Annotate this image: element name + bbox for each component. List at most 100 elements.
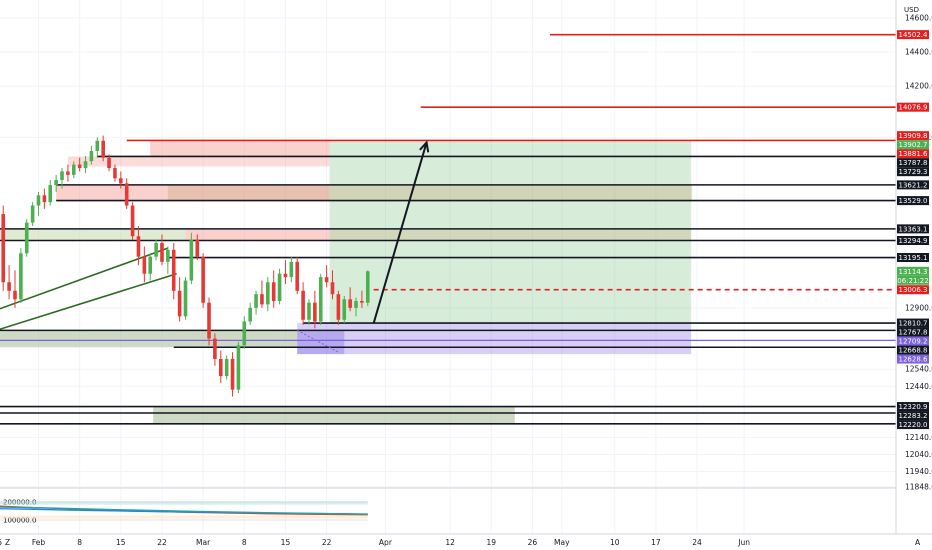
y-tick-label: 14200.0 bbox=[905, 82, 932, 91]
projection-arrow bbox=[372, 140, 430, 324]
candle-body bbox=[213, 338, 217, 359]
candle-body bbox=[113, 168, 117, 179]
indicator-band bbox=[0, 501, 368, 505]
target-zone bbox=[329, 140, 692, 324]
y-tick-label: 12040.0 bbox=[905, 450, 932, 459]
candle-body bbox=[130, 205, 135, 237]
candle-body bbox=[254, 294, 258, 308]
demand-zone bbox=[0, 228, 186, 241]
x-tick-label: 17 bbox=[651, 538, 661, 547]
price-tag bbox=[897, 196, 929, 206]
price-tag-label: 12320.9 bbox=[899, 403, 928, 411]
candle-body bbox=[24, 222, 29, 254]
candle-body bbox=[218, 358, 223, 377]
price-tag bbox=[897, 140, 929, 150]
price-tag-label: 13294.9 bbox=[899, 237, 928, 245]
x-tick-label: 24 bbox=[692, 538, 702, 547]
trendline bbox=[0, 272, 177, 331]
price-tag bbox=[897, 336, 929, 346]
price-tag-label: 14502.4 bbox=[899, 31, 928, 39]
candle-body bbox=[71, 164, 76, 175]
price-tag-label: 13114.3 bbox=[899, 268, 928, 276]
price-tag bbox=[897, 275, 929, 285]
x-tick-label: May bbox=[554, 538, 570, 547]
price-tag-label: 13909.8 bbox=[899, 132, 928, 140]
price-tag-label: 14076.9 bbox=[899, 104, 928, 112]
candle-body bbox=[230, 358, 235, 390]
candle-body bbox=[177, 290, 182, 317]
candle-body bbox=[277, 273, 282, 302]
x-tick-label: 22 bbox=[157, 538, 167, 547]
candle-body bbox=[124, 183, 129, 206]
currency-label: USD bbox=[904, 6, 919, 14]
supply-zone bbox=[185, 228, 330, 241]
overlap-zone bbox=[329, 228, 692, 241]
y-tick-label: 12440.0 bbox=[905, 382, 932, 391]
candle-body bbox=[236, 345, 241, 390]
price-tag bbox=[897, 420, 929, 430]
candle-body bbox=[60, 171, 64, 180]
candle-body bbox=[1, 214, 6, 283]
x-tick-label: 8 bbox=[242, 538, 247, 547]
candle-body bbox=[83, 161, 88, 169]
price-tag-label: 12220.0 bbox=[899, 421, 928, 429]
price-tag-label: 12767.8 bbox=[899, 329, 928, 337]
y-tick-label: 11848.0 bbox=[905, 483, 932, 492]
candle-body bbox=[101, 140, 105, 158]
price-tag bbox=[897, 158, 929, 168]
trendlines bbox=[0, 247, 177, 331]
candle-body bbox=[289, 261, 294, 278]
candle-body bbox=[107, 157, 111, 169]
x-tick-label: 19 bbox=[486, 538, 496, 547]
candle-body bbox=[54, 179, 58, 186]
price-tags: 14502.4 14076.9 13909.813902.713881.613787… bbox=[897, 30, 929, 430]
candle-body bbox=[171, 249, 176, 291]
x-tick-label: 22 bbox=[322, 538, 332, 547]
x-tick-label: Jun bbox=[737, 538, 750, 547]
candle-body bbox=[195, 239, 200, 257]
price-tag bbox=[897, 327, 929, 337]
indicator-tick-label: 100000.0 bbox=[3, 517, 36, 525]
price-tag-label: 13902.7 bbox=[899, 141, 928, 149]
price-tag bbox=[897, 131, 929, 141]
y-tick-label: 12540.0 bbox=[905, 365, 932, 374]
price-tag bbox=[897, 285, 929, 295]
candle-body bbox=[260, 294, 264, 305]
demand-zone bbox=[0, 330, 298, 348]
candle-body bbox=[307, 302, 311, 320]
trendline bbox=[0, 247, 169, 310]
candle-body bbox=[207, 302, 211, 339]
candle-body bbox=[154, 243, 158, 257]
price-tag-label: 12283.2 bbox=[899, 412, 928, 420]
overlap-zone bbox=[167, 184, 693, 201]
candle-body bbox=[189, 239, 194, 281]
indicator-line bbox=[0, 506, 368, 515]
candle-body bbox=[7, 282, 11, 291]
candle-body bbox=[142, 256, 147, 274]
candle-body bbox=[283, 273, 288, 278]
arrow-shaft bbox=[372, 142, 428, 324]
candle-body bbox=[19, 253, 23, 300]
price-tag bbox=[897, 345, 929, 355]
candle-body bbox=[224, 358, 229, 377]
candle-body bbox=[354, 301, 358, 308]
candle-body bbox=[136, 236, 141, 257]
price-tag bbox=[897, 236, 929, 246]
price-tag-label: 13881.6 bbox=[899, 150, 928, 158]
price-tag-label: 13006.3 bbox=[899, 286, 928, 294]
timezone-label[interactable]: Z bbox=[5, 538, 10, 547]
x-axis[interactable]: 1825Feb81522Mar81522Apr121926May101724Ju… bbox=[0, 538, 750, 547]
candle-body bbox=[266, 282, 270, 305]
candle-body bbox=[13, 290, 17, 300]
price-tag bbox=[897, 266, 929, 276]
x-tick-label: Mar bbox=[196, 538, 211, 547]
levels bbox=[0, 33, 896, 425]
price-tag-label: 06:21:22 bbox=[897, 277, 928, 285]
x-tick-label: Feb bbox=[32, 538, 46, 547]
auto-scale-button[interactable]: A bbox=[915, 538, 921, 547]
demand-zone bbox=[153, 406, 515, 424]
price-tag-label: 12668.8 bbox=[899, 347, 928, 355]
candle-body bbox=[66, 171, 70, 175]
